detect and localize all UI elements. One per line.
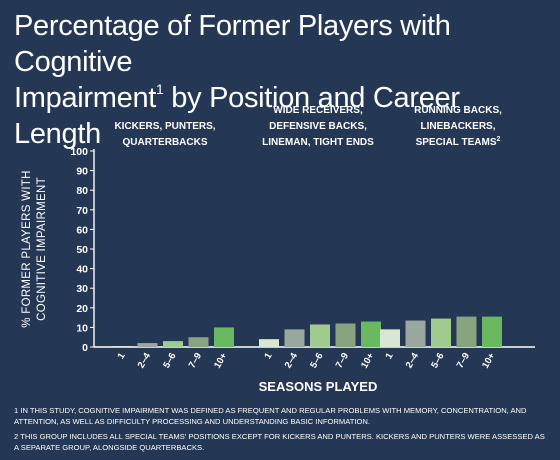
bar xyxy=(380,329,400,347)
bar xyxy=(214,327,234,347)
x-tick-label: 5–6 xyxy=(429,351,446,370)
bar xyxy=(335,323,356,347)
y-tick-label: 70 xyxy=(76,205,88,217)
bar xyxy=(188,337,209,347)
y-tick-label: 0 xyxy=(82,342,88,354)
x-tick-label: 10+ xyxy=(480,351,498,371)
title-line-2: Impairment1 by Position and Career Lengt… xyxy=(14,80,554,152)
x-axis-label: SEASONS PLAYED xyxy=(259,379,378,394)
bar xyxy=(310,324,330,347)
bar xyxy=(456,316,477,347)
group-label-line: KICKERS, PUNTERS, xyxy=(114,121,215,132)
chart-title: Percentage of Former Players with Cognit… xyxy=(14,8,554,152)
title-line-2-rest: by Position and Career Length xyxy=(14,82,460,150)
footnote-2: 2 This group includes all special teams'… xyxy=(14,432,545,452)
bar xyxy=(259,339,279,347)
y-tick-label: 60 xyxy=(76,224,88,236)
group-label-line: SPECIAL TEAMS2 xyxy=(416,136,501,148)
x-tick-label: 2–4 xyxy=(404,350,422,370)
bar xyxy=(112,346,132,347)
y-tick-label: 80 xyxy=(76,185,88,197)
group-label-line: RUNNING BACKS, xyxy=(414,105,502,116)
x-tick-label: 10+ xyxy=(359,351,377,371)
x-tick-label: 1 xyxy=(262,350,275,361)
title-line-2-main: Impairment xyxy=(14,82,157,114)
x-tick-label: 1 xyxy=(383,350,396,361)
group-label-line: QUARTERBACKS xyxy=(123,137,208,148)
y-tick-label: 100 xyxy=(70,146,88,158)
x-tick-label: 1 xyxy=(115,350,128,361)
footnote-1: 1 In this study, cognitive impairment wa… xyxy=(14,406,527,426)
group-label-footnote-mark: 2 xyxy=(497,136,501,143)
bar xyxy=(482,316,502,347)
group-label-line: DEFENSIVE BACKS, xyxy=(269,121,367,132)
bar xyxy=(284,329,305,347)
y-axis-label-line-2: COGNITIVE IMPAIRMENT xyxy=(36,177,48,321)
x-tick-label: 2–4 xyxy=(283,350,301,370)
x-tick-label: 10+ xyxy=(212,351,230,371)
bar xyxy=(405,320,426,347)
group-label-line: LINEBACKERS, xyxy=(420,121,495,132)
x-tick-label: 5–6 xyxy=(161,351,178,370)
x-tick-label: 5–6 xyxy=(308,351,325,370)
y-tick-label: 90 xyxy=(76,166,88,178)
y-tick-label: 10 xyxy=(76,322,88,334)
x-tick-label: 7–9 xyxy=(455,351,472,370)
x-tick-label: 7–9 xyxy=(334,351,351,370)
group-label-line: LINEMAN, TIGHT ENDS xyxy=(262,137,374,148)
title-footnote-mark: 1 xyxy=(156,81,164,97)
bar xyxy=(163,341,183,347)
bar xyxy=(431,318,451,347)
y-tick-label: 50 xyxy=(76,244,88,256)
bar xyxy=(361,321,381,347)
title-line-1: Percentage of Former Players with Cognit… xyxy=(14,10,451,78)
y-tick-label: 20 xyxy=(76,303,88,315)
y-axis-label-line-1: % FORMER PLAYERS WITH xyxy=(21,170,33,328)
x-tick-label: 7–9 xyxy=(187,351,204,370)
x-tick-label: 2–4 xyxy=(136,350,154,370)
group-label-line: WIDE RECEIVERS, xyxy=(273,105,363,116)
y-tick-label: 30 xyxy=(76,283,88,295)
y-tick-label: 40 xyxy=(76,264,88,276)
bar xyxy=(137,343,158,347)
